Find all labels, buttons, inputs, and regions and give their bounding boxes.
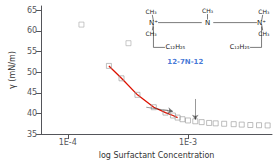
svg-text:N⁺: N⁺: [257, 19, 266, 27]
svg-text:C₁₂H₂₅: C₁₂H₂₅: [230, 43, 250, 51]
svg-text:60: 60: [27, 26, 37, 35]
svg-text:CH₃: CH₃: [202, 7, 214, 14]
svg-text:12-7N-12: 12-7N-12: [167, 58, 203, 66]
svg-text:CH₃: CH₃: [146, 30, 158, 37]
svg-text:N: N: [205, 19, 210, 27]
svg-text:45: 45: [27, 88, 37, 97]
svg-text:50: 50: [27, 68, 37, 77]
svg-text:1E-3: 1E-3: [179, 138, 197, 147]
svg-text:CH₃: CH₃: [258, 8, 270, 15]
svg-text:65: 65: [27, 6, 37, 15]
svg-text:1E-4: 1E-4: [59, 138, 77, 147]
svg-text:55: 55: [27, 47, 37, 56]
svg-text:γ (mN/m): γ (mN/m): [8, 51, 17, 89]
svg-text:N⁺: N⁺: [149, 19, 158, 27]
svg-text:log Surfactant Concentration: log Surfactant Concentration: [99, 151, 215, 160]
svg-text:C₁₂H₂₅: C₁₂H₂₅: [165, 43, 185, 51]
svg-text:CH₃: CH₃: [258, 30, 270, 37]
svg-text:CH₃: CH₃: [146, 8, 158, 15]
svg-text:35: 35: [27, 130, 37, 139]
svg-text:40: 40: [27, 109, 37, 118]
